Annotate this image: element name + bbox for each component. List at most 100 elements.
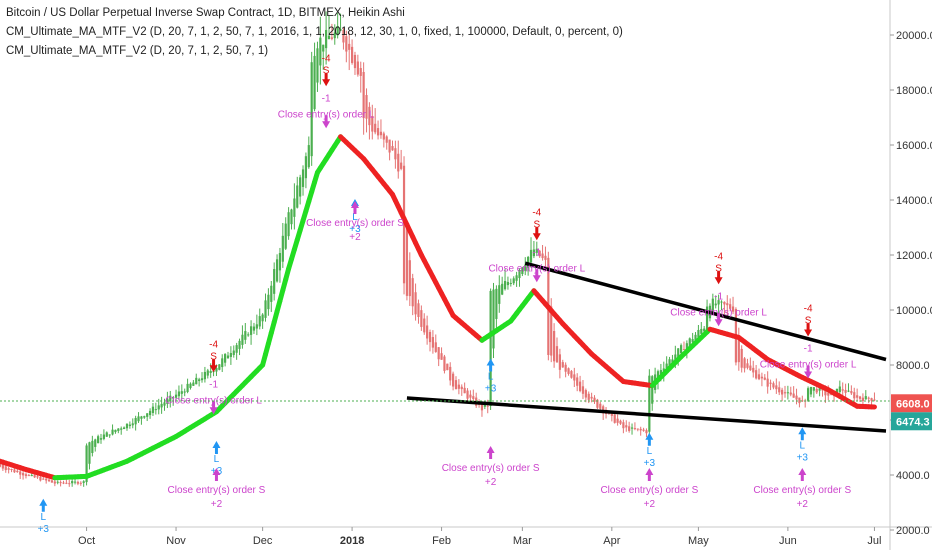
close-short-label: Close entry(s) order S: [600, 485, 698, 496]
candle-down: [464, 388, 466, 393]
candle-up: [238, 341, 240, 349]
candle-up: [227, 356, 229, 359]
close-short-size: +2: [485, 477, 497, 488]
candle-up: [302, 169, 304, 187]
candle-down: [565, 365, 567, 372]
candle-up: [149, 411, 151, 415]
candle-down: [541, 254, 543, 259]
candle-up: [132, 423, 134, 425]
candle-down: [798, 398, 800, 404]
candle-down: [383, 133, 385, 139]
candle-down: [856, 395, 858, 397]
candle-down: [559, 354, 561, 369]
close-short-label: Close entry(s) order S: [442, 463, 540, 474]
candle-up: [140, 416, 142, 418]
candle-up: [207, 370, 209, 375]
candle-down: [68, 483, 70, 484]
candle-down: [749, 366, 751, 371]
candle-up: [181, 391, 183, 394]
indicator-1-label[interactable]: CM_Ultimate_MA_MTF_V2 (D, 20, 7, 1, 2, 5…: [6, 23, 623, 42]
candle-up: [120, 428, 122, 429]
candle-down: [795, 396, 797, 400]
candle-up: [233, 351, 235, 355]
candle-up: [807, 388, 809, 401]
candle-down: [374, 124, 376, 133]
candle-down: [726, 303, 728, 305]
candle-up: [259, 316, 261, 326]
candle-down: [582, 386, 584, 393]
candle-up: [74, 482, 76, 483]
candle-up: [97, 436, 99, 443]
candle-up: [221, 358, 223, 367]
time-tick-label: Feb: [432, 535, 451, 547]
candle-down: [42, 479, 44, 480]
close-short-size: +2: [349, 232, 361, 243]
price-tick-label: 18000.0: [896, 85, 932, 97]
candle-down: [412, 278, 414, 306]
candle-up: [813, 387, 815, 390]
candle-down: [576, 377, 578, 385]
candle-up: [787, 392, 789, 393]
candle-down: [466, 391, 468, 399]
candle-down: [556, 346, 558, 362]
price-tick-label: 10000.0: [896, 305, 932, 317]
candle-up: [137, 416, 139, 421]
candle-down: [570, 371, 572, 378]
candle-down: [645, 430, 647, 433]
candle-up: [192, 383, 194, 386]
candle-down: [769, 383, 771, 384]
candle-up: [161, 404, 163, 408]
candle-down: [360, 68, 362, 76]
candle-down: [446, 364, 448, 370]
candle-up: [267, 295, 269, 309]
close-short-label: Close entry(s) order S: [168, 485, 266, 496]
candle-down: [426, 325, 428, 338]
candle-down: [585, 390, 587, 397]
long-entry-label: L: [647, 446, 653, 457]
candle-up: [94, 439, 96, 446]
candle-up: [495, 289, 497, 319]
indicator-2-label[interactable]: CM_Ultimate_MA_MTF_V2 (D, 20, 7, 1, 2, 5…: [6, 42, 623, 61]
candle-up: [810, 387, 812, 395]
candle-down: [723, 302, 725, 304]
candle-down: [449, 367, 451, 381]
candle-down: [761, 377, 763, 379]
symbol-title: Bitcoin / US Dollar Perpetual Inverse Sw…: [6, 4, 623, 23]
candle-down: [755, 370, 757, 378]
candle-up: [273, 269, 275, 294]
candle-up: [305, 156, 307, 178]
candle-up: [244, 331, 246, 340]
candle-up: [631, 427, 633, 428]
ma-price-label: 6474.3: [896, 416, 930, 428]
candle-up: [293, 198, 295, 216]
candle-down: [432, 337, 434, 348]
candle-down: [461, 387, 463, 389]
long-entry-size: +3: [38, 524, 50, 535]
candle-down: [36, 476, 38, 477]
candle-down: [19, 471, 21, 474]
chart-legend: Bitcoin / US Dollar Perpetual Inverse Sw…: [6, 4, 623, 61]
price-tick-label: 2000.0: [896, 525, 930, 537]
candle-down: [619, 421, 621, 424]
candle-up: [218, 364, 220, 369]
candle-down: [567, 368, 569, 374]
candle-up: [651, 376, 653, 404]
candle-up: [308, 145, 310, 167]
candle-down: [357, 62, 359, 75]
candle-down: [772, 383, 774, 387]
candle-up: [135, 418, 137, 424]
candle-down: [10, 469, 12, 470]
candle-down: [746, 363, 748, 368]
candle-down: [8, 468, 10, 470]
candle-down: [394, 148, 396, 159]
long-entry-label: L: [41, 512, 47, 523]
candle-down: [60, 482, 62, 483]
candle-down: [77, 482, 79, 484]
candle-down: [790, 393, 792, 395]
candle-down: [544, 256, 546, 260]
close-long-size: -1: [804, 344, 813, 355]
close-long-size: -1: [322, 93, 331, 104]
candle-up: [198, 379, 200, 381]
